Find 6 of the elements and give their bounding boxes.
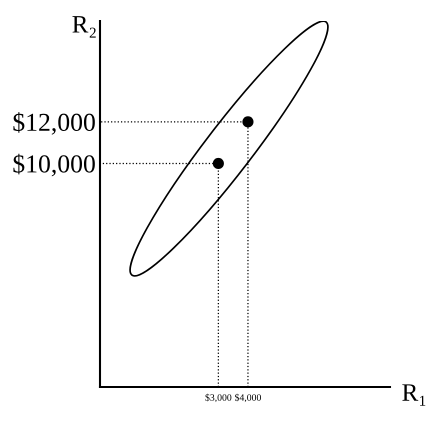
x-tick-label: $3,000	[205, 394, 232, 402]
y-axis-title: R₂	[72, 16, 96, 38]
x-tick-label: $4,000	[235, 394, 261, 402]
x-axis-title: R₁	[402, 384, 426, 406]
y-tick-label: $10,000	[13, 154, 95, 176]
y-tick-label: $12,000	[13, 112, 95, 135]
